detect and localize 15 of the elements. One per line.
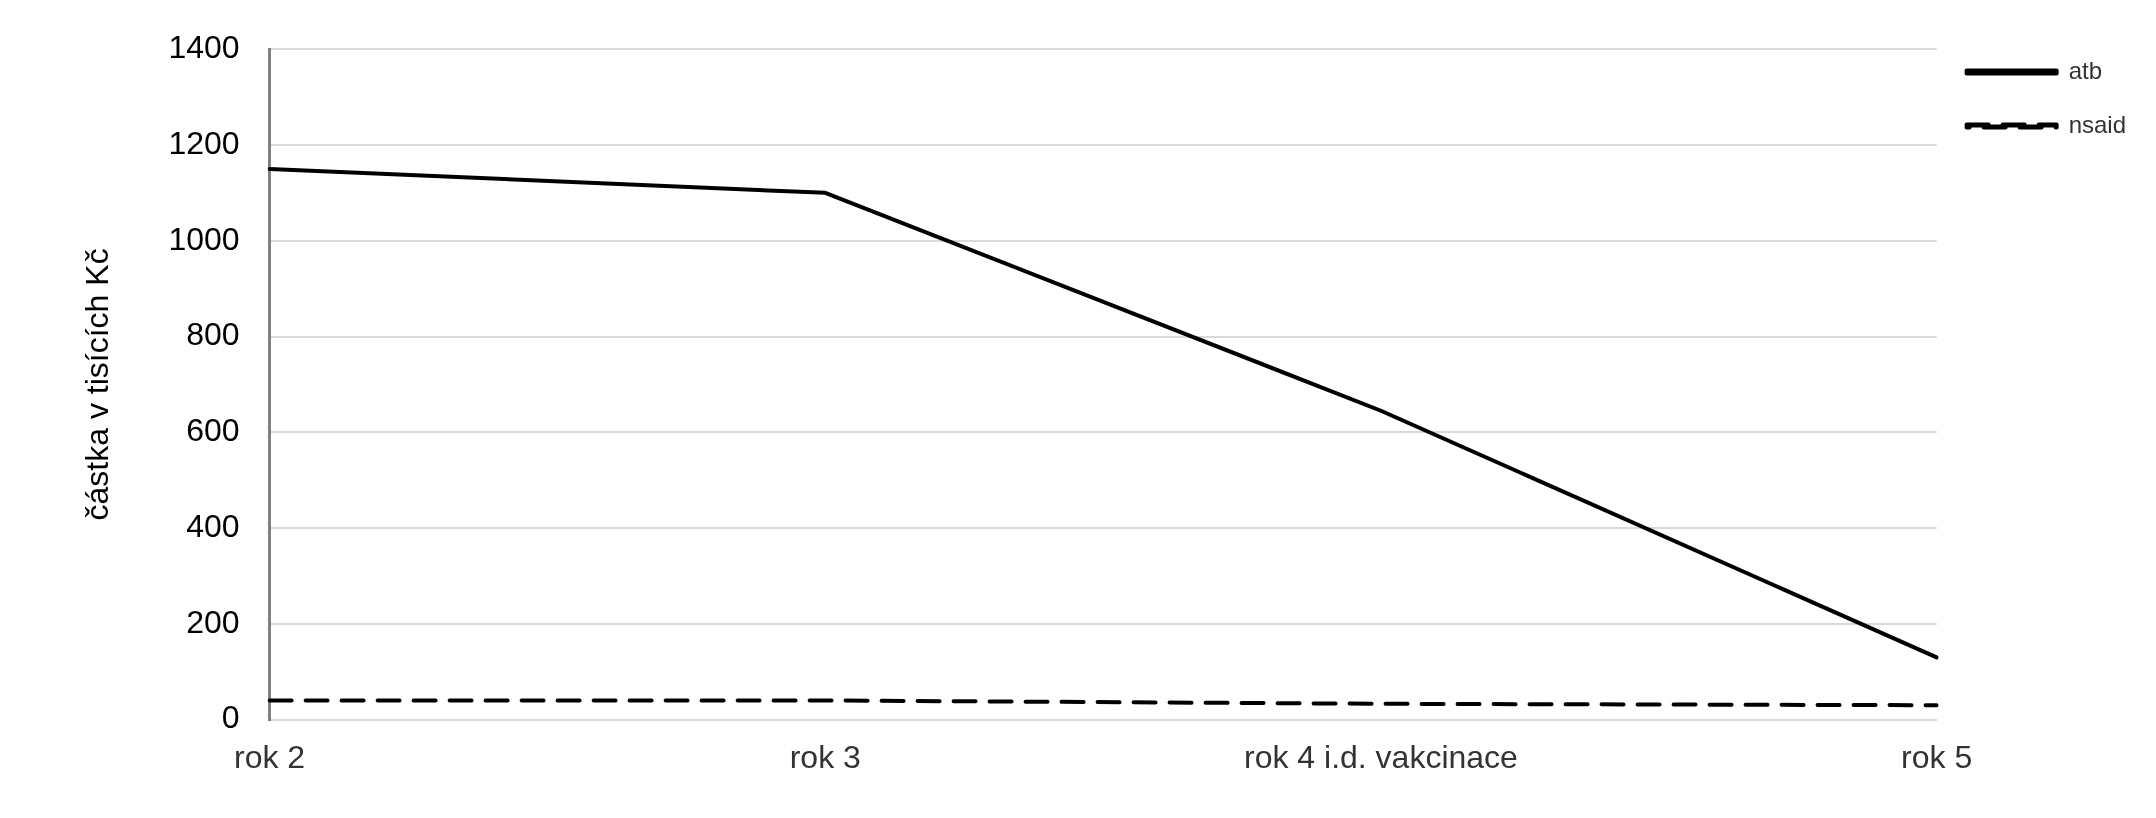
legend-label: nsaid xyxy=(2068,110,2126,138)
x-tick-label: rok 5 xyxy=(1901,738,1973,775)
y-tick-label: 600 xyxy=(186,412,240,449)
x-tick-label: rok 2 xyxy=(234,738,306,775)
y-tick-label: 200 xyxy=(186,603,240,640)
y-tick-label: 1400 xyxy=(168,29,240,66)
y-tick-label: 1200 xyxy=(168,124,240,161)
legend-label: atb xyxy=(2068,56,2102,84)
y-tick-label: 800 xyxy=(186,316,240,353)
x-tick-label: rok 4 i.d. vakcinace xyxy=(1243,738,1518,775)
y-tick-label: 400 xyxy=(186,507,240,544)
y-tick-label: 0 xyxy=(221,699,240,736)
y-axis-title: částka v tisících Kč xyxy=(79,248,116,521)
y-tick-label: 1000 xyxy=(168,220,240,257)
x-tick-label: rok 3 xyxy=(789,738,861,775)
